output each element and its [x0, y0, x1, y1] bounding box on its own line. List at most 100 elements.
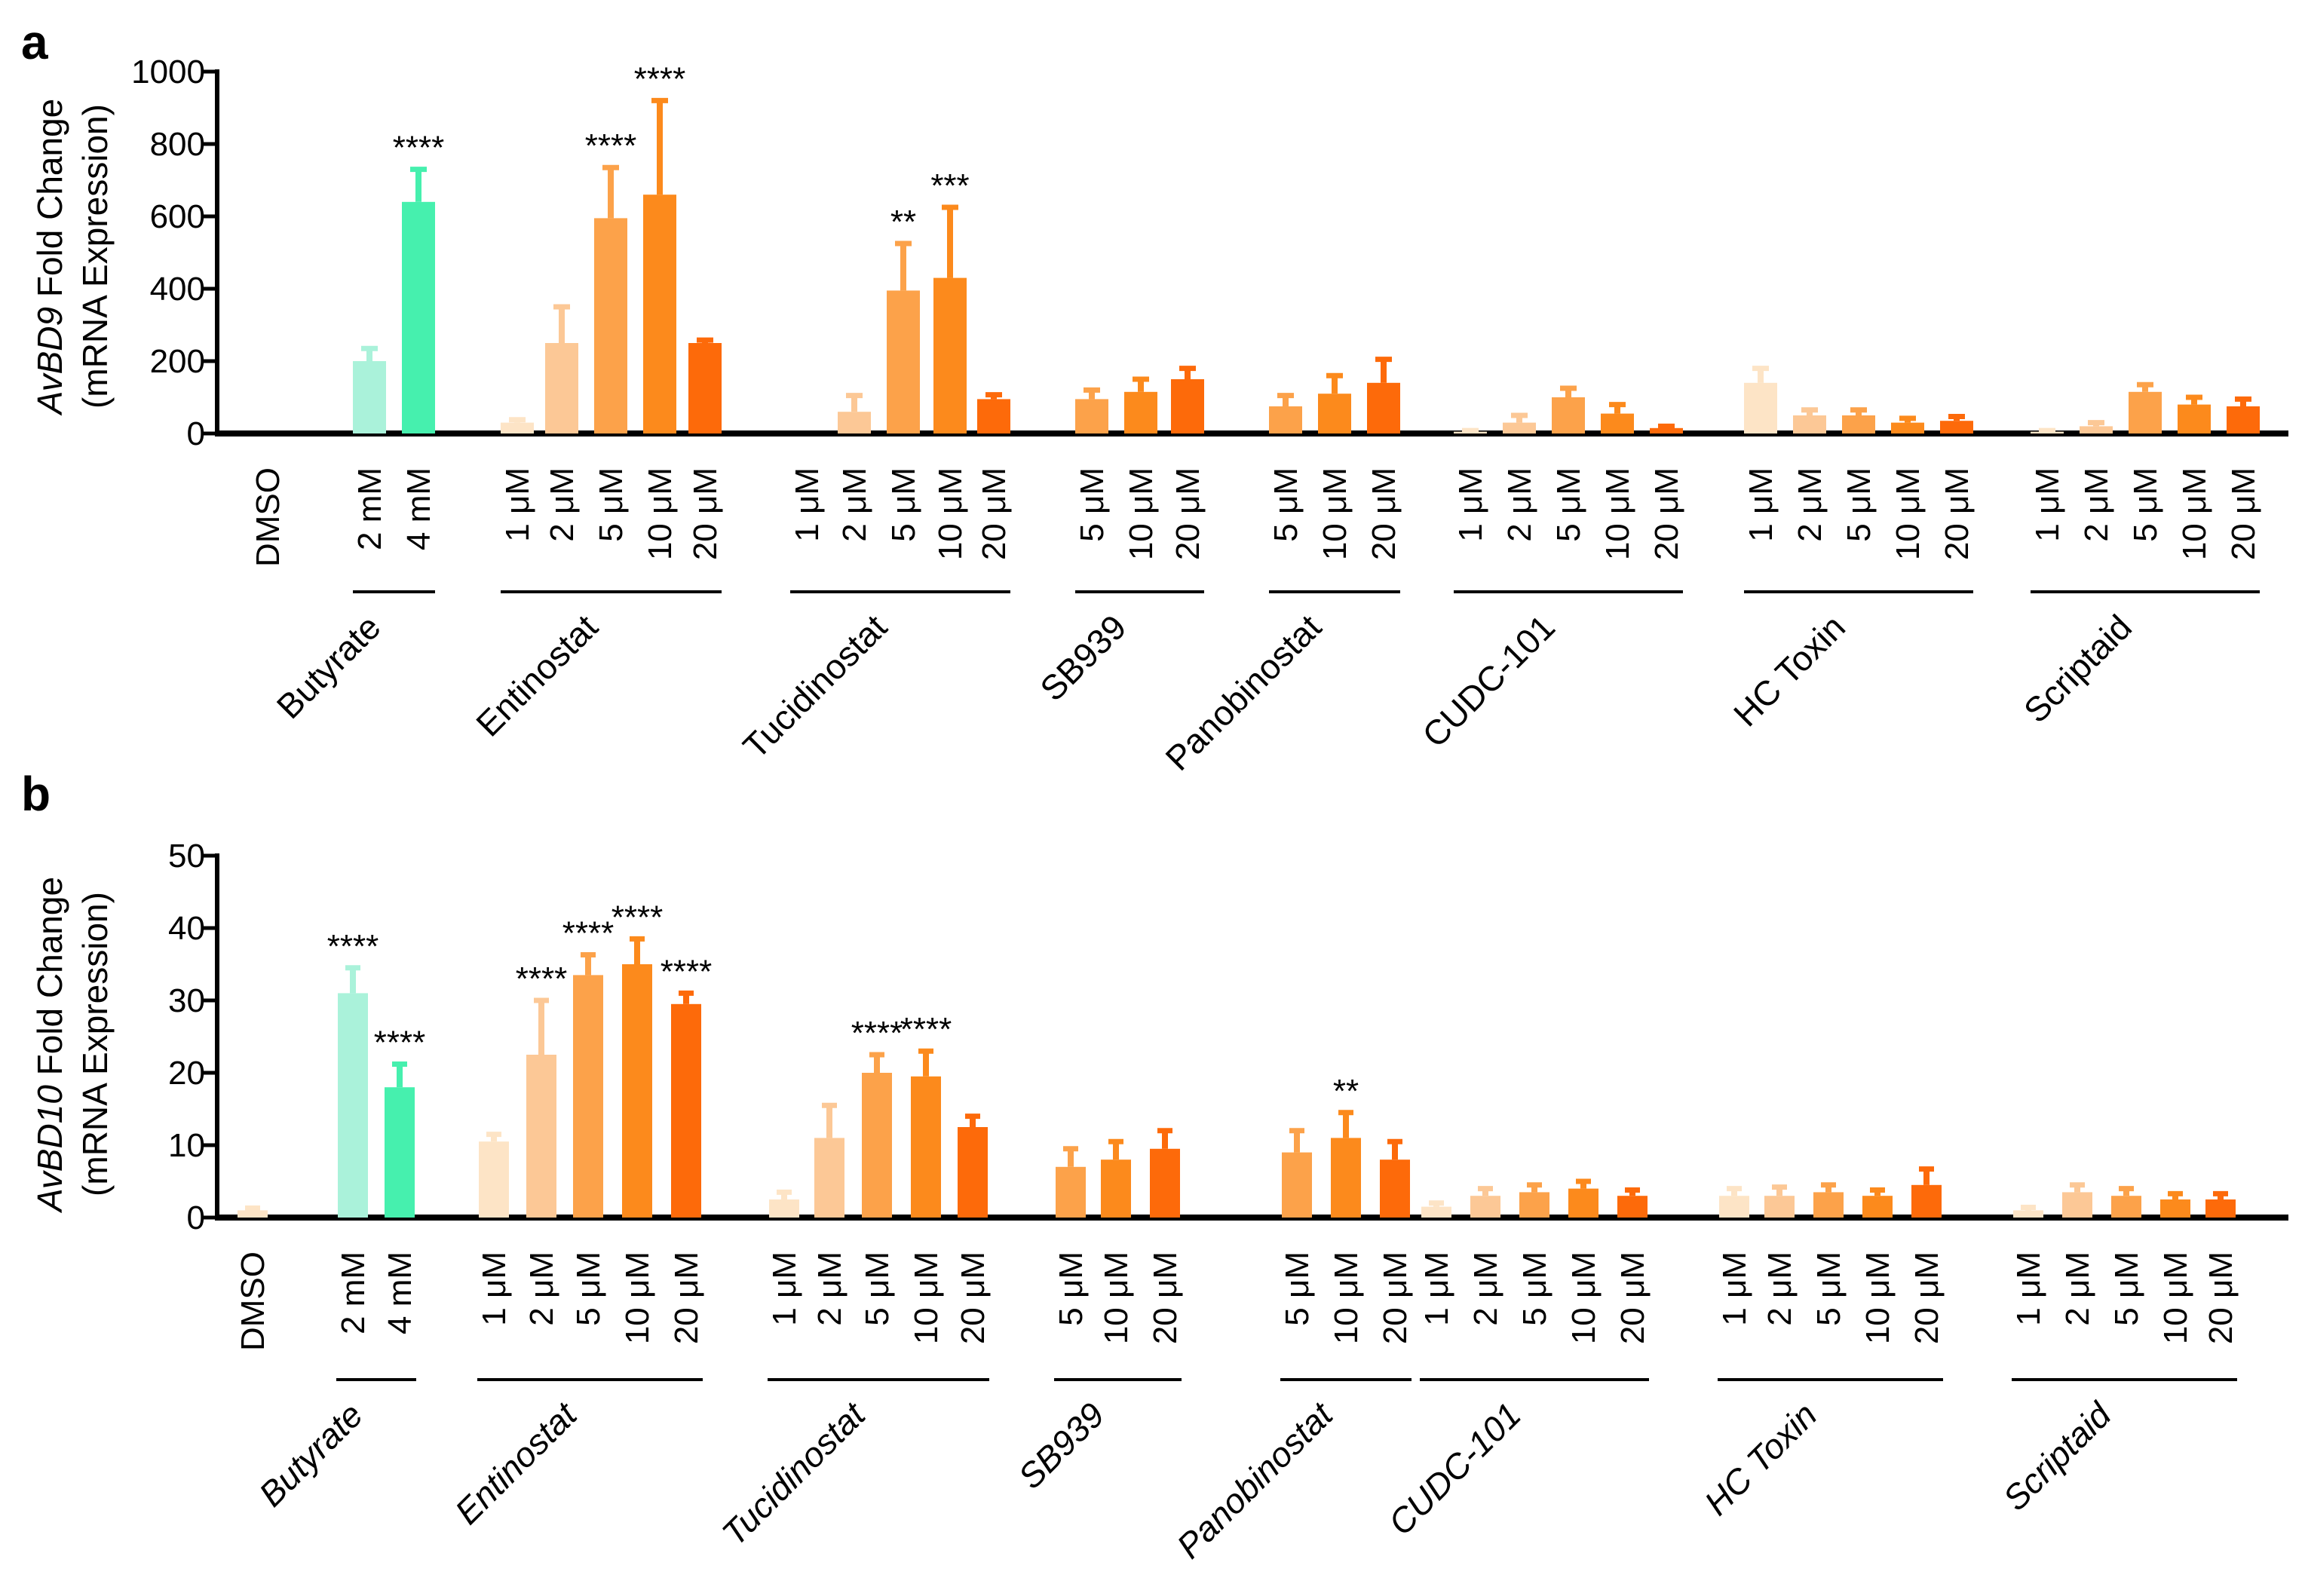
group-label-b: SB939	[1010, 1395, 1111, 1496]
category-label-b: 20 μM	[1614, 1251, 1651, 1344]
y-tick-label-a: 800	[150, 126, 205, 163]
panel-a-chart: 0 200 400 600 800 1000 AvBD9 Fold Change (mRNA …	[30, 54, 2288, 778]
bar-a	[1940, 421, 1973, 433]
y-tick-label-b: 10	[168, 1127, 205, 1164]
category-label-b: 10 μM	[1098, 1251, 1135, 1344]
category-label-a: 10 μM	[932, 467, 969, 560]
group-label-b: Entinostat	[447, 1394, 585, 1532]
category-label-b: 2 μM	[811, 1251, 848, 1326]
category-label-a: 10 μM	[1599, 467, 1636, 560]
category-label-a: 2 μM	[544, 467, 581, 542]
category-label-a: 2 mM	[351, 467, 388, 550]
bar-a	[887, 290, 920, 433]
y-axis-label-line2-b: (mRNA Expression)	[75, 892, 115, 1196]
bar-a	[1842, 415, 1875, 433]
bar-a	[838, 412, 871, 433]
significance-label-b: ****	[900, 1011, 952, 1048]
category-label-b: 20 μM	[1908, 1251, 1945, 1344]
bar-a	[1601, 413, 1634, 433]
category-label-a: 1 μM	[2029, 467, 2066, 542]
y-tick-label-a: 200	[150, 343, 205, 380]
bar-b	[526, 1055, 556, 1218]
category-label-a: 20 μM	[1648, 467, 1685, 560]
category-label-b: 5 μM	[1053, 1251, 1090, 1326]
category-label-a: 2 μM	[1501, 467, 1538, 542]
bar-b	[1101, 1159, 1131, 1218]
bar-a	[1124, 391, 1157, 433]
bar-b	[2013, 1210, 2043, 1218]
bar-a	[2129, 391, 2162, 433]
bar-a	[1503, 422, 1536, 433]
category-label-a: 5 μM	[593, 467, 630, 542]
bar-a	[1793, 415, 1826, 433]
category-label-b: 20 μM	[1147, 1251, 1184, 1344]
category-label-a: 10 μM	[2176, 467, 2213, 560]
y-axis-label-a: AvBD9 Fold Change	[30, 99, 69, 417]
bar-a	[1075, 399, 1108, 433]
significance-label-b: **	[1333, 1073, 1359, 1110]
significance-label-b: ****	[516, 960, 568, 997]
y-axis-label-gene-a: AvBD9	[30, 307, 69, 416]
bar-a	[688, 343, 722, 433]
category-label-a: 5 μM	[1841, 467, 1877, 542]
category-label-a: 1 μM	[499, 467, 536, 542]
bar-b	[238, 1210, 268, 1218]
y-axis-label-text-b: Fold Change	[30, 877, 69, 1085]
y-axis-label-text-a: Fold Change	[30, 99, 69, 307]
category-label-a: 10 μM	[1316, 467, 1353, 560]
y-tick-label-b: 40	[168, 910, 205, 947]
group-label-a: CUDC-101	[1415, 607, 1562, 755]
group-label-b: Butyrate	[251, 1395, 370, 1514]
group-label-a: Scriptaid	[2016, 607, 2139, 730]
bar-b	[862, 1073, 892, 1218]
bar-b	[814, 1138, 844, 1218]
bar-a	[1552, 397, 1585, 433]
bar-a	[643, 195, 676, 433]
category-label-a: 5 μM	[1267, 467, 1304, 542]
category-label-b: DMSO	[234, 1251, 271, 1351]
category-label-b: 1 μM	[1716, 1251, 1753, 1326]
panel-b-chart: 0 10 20 30 40 50 AvBD10 Fold Change (mRNA Expre…	[30, 838, 2288, 1566]
category-label-b: 2 μM	[1761, 1251, 1798, 1326]
category-label-b: 20 μM	[2202, 1251, 2239, 1344]
bar-a	[2178, 404, 2211, 433]
bar-a	[2227, 406, 2260, 433]
category-label-a: 1 μM	[1743, 467, 1779, 542]
bar-a	[977, 399, 1010, 433]
bar-b	[1911, 1184, 1942, 1218]
category-label-b: 10 μM	[1328, 1251, 1365, 1344]
category-label-a: 1 μM	[1452, 467, 1489, 542]
group-label-a: HC Toxin	[1726, 607, 1853, 734]
category-label-a: 4 mM	[400, 467, 437, 550]
bar-a	[402, 201, 435, 433]
category-label-b: 20 μM	[1377, 1251, 1414, 1344]
group-label-a: Panobinostat	[1157, 607, 1329, 778]
bar-b	[1764, 1196, 1795, 1218]
bar-b	[1617, 1196, 1648, 1218]
significance-label-b: ****	[851, 1015, 903, 1052]
bar-b	[2111, 1196, 2141, 1218]
bar-a	[1269, 406, 1302, 433]
panel-letter-b: b	[21, 767, 51, 821]
bar-b	[385, 1087, 415, 1218]
bar-a	[2031, 431, 2064, 433]
bar-b	[1282, 1152, 1312, 1218]
bar-a	[1318, 394, 1351, 433]
bar-a	[1454, 431, 1487, 433]
group-label-b: Panobinostat	[1169, 1394, 1341, 1566]
category-label-a: DMSO	[250, 467, 287, 567]
bar-a	[1171, 379, 1204, 433]
y-tick-label-a: 600	[150, 198, 205, 235]
bar-b	[1470, 1196, 1500, 1218]
bar-b	[958, 1127, 988, 1218]
bar-b	[911, 1076, 941, 1218]
significance-label-a: ***	[930, 167, 969, 204]
bar-a	[1744, 382, 1777, 433]
category-label-a: 2 μM	[2078, 467, 2115, 542]
group-label-a: SB939	[1032, 607, 1133, 708]
category-label-b: 2 μM	[2059, 1251, 2096, 1326]
y-tick-label-a: 0	[187, 415, 205, 452]
category-label-a: 1 μM	[789, 467, 826, 542]
group-label-a: Entinostat	[468, 607, 605, 744]
bar-a	[1367, 382, 1400, 433]
